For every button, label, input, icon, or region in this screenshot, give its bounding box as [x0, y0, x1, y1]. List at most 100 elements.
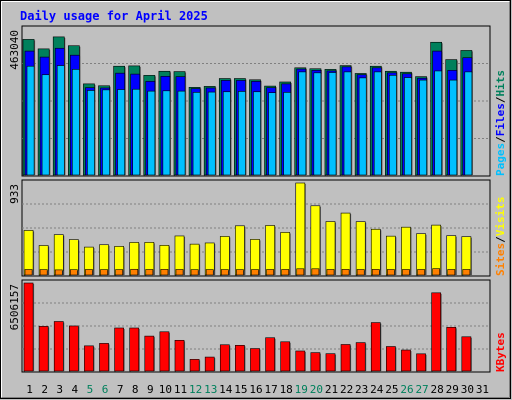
bar-sites-day-3	[54, 269, 63, 276]
bar-visits-day-11	[174, 235, 185, 276]
x-tick-label: 16	[249, 383, 262, 396]
legend-item-visits: Visits	[494, 197, 507, 237]
bar-pages-day-27	[419, 79, 427, 176]
bar-kbytes-day-12	[189, 359, 200, 372]
x-tick-label: 5	[87, 383, 94, 396]
bar-sites-day-8	[130, 268, 139, 276]
bar-visits-day-22	[340, 212, 351, 276]
panel-visits_sites: 933 Sites/Visits	[8, 179, 507, 277]
bar-kbytes-day-28	[431, 292, 442, 372]
bar-pages-day-26	[404, 77, 412, 176]
bar-pages-day-16	[253, 91, 261, 176]
bar-pages-day-21	[328, 72, 337, 176]
bar-pages-day-7	[117, 89, 125, 176]
bar-visits-day-26	[401, 226, 411, 276]
bar-kbytes-day-4	[68, 325, 79, 372]
bar-visits-day-21	[325, 221, 336, 276]
bar-visits-day-15	[235, 225, 245, 276]
legend-separator: /	[494, 236, 507, 243]
bar-kbytes-day-22	[340, 344, 351, 372]
y-max-label: 933	[8, 184, 21, 204]
bar-sites-day-27	[417, 269, 425, 276]
panel-kbytes: 6506157 KBytes	[8, 279, 507, 373]
bar-pages-day-25	[389, 75, 397, 176]
bar-kbytes-day-24	[370, 322, 381, 372]
bar-kbytes-day-1	[23, 282, 34, 372]
x-tick-label: 18	[280, 383, 293, 396]
bar-pages-day-5	[87, 90, 95, 176]
bar-kbytes-day-30	[461, 336, 472, 372]
legend-item-files: Files	[494, 103, 507, 136]
x-tick-label: 6	[102, 383, 109, 396]
x-tick-label: 22	[340, 383, 353, 396]
x-tick-label: 3	[56, 383, 63, 396]
x-tick-label: 8	[132, 383, 139, 396]
bar-kbytes-day-2	[38, 326, 49, 372]
bar-kbytes-day-7	[114, 327, 124, 372]
bar-sites-day-6	[100, 269, 108, 276]
bar-sites-day-7	[115, 269, 123, 276]
bar-sites-day-22	[341, 269, 350, 276]
bar-visits-day-23	[355, 221, 366, 276]
bar-kbytes-day-23	[355, 342, 366, 372]
bar-pages-day-15	[238, 91, 246, 176]
x-tick-label: 26	[400, 383, 413, 396]
x-tick-label: 23	[355, 383, 368, 396]
bar-kbytes-day-10	[159, 331, 170, 372]
bar-kbytes-day-20	[310, 352, 321, 372]
bar-sites-day-17	[266, 269, 274, 276]
bar-visits-day-24	[370, 228, 381, 276]
bar-sites-day-10	[160, 269, 169, 276]
bar-kbytes-day-21	[325, 353, 336, 372]
bar-kbytes-day-27	[416, 353, 426, 372]
bar-visits-day-1	[23, 230, 34, 276]
chart-title: Daily usage for April 2025	[20, 9, 208, 23]
bar-sites-day-16	[251, 269, 259, 276]
bar-sites-day-15	[236, 269, 244, 276]
legend-item-kbytes: KBytes	[494, 332, 507, 372]
x-tick-label: 25	[385, 383, 398, 396]
x-tick-label: 29	[446, 383, 459, 396]
bar-kbytes-day-26	[401, 349, 411, 372]
bar-pages-day-10	[162, 90, 171, 176]
x-tick-label: 13	[204, 383, 217, 396]
bar-sites-day-20	[311, 268, 320, 276]
bar-kbytes-day-16	[250, 348, 260, 372]
bar-pages-day-17	[268, 92, 276, 176]
x-tick-label: 14	[219, 383, 233, 396]
bar-pages-day-8	[132, 88, 141, 176]
bar-kbytes-day-6	[99, 343, 109, 372]
bar-sites-day-11	[175, 269, 184, 276]
legend-kbytes: KBytes	[494, 332, 507, 372]
bar-pages-day-24	[373, 71, 382, 176]
bar-pages-day-22	[343, 71, 352, 176]
x-tick-label: 10	[159, 383, 172, 396]
x-tick-label: 21	[325, 383, 338, 396]
bar-sites-day-28	[432, 268, 441, 276]
bar-sites-day-2	[39, 269, 48, 276]
bar-sites-day-23	[356, 269, 365, 276]
bar-pages-day-28	[434, 70, 443, 176]
bar-kbytes-day-13	[204, 356, 215, 372]
bar-visits-day-29	[446, 235, 457, 276]
bar-kbytes-day-19	[295, 350, 306, 372]
bar-sites-day-24	[371, 269, 380, 276]
bar-pages-day-13	[207, 91, 216, 176]
legend-separator: /	[494, 136, 507, 143]
x-tick-label: 4	[72, 383, 79, 396]
y-max-label: 6506157	[8, 284, 21, 330]
bar-kbytes-day-5	[84, 345, 94, 372]
bar-visits-day-17	[265, 225, 275, 276]
bar-sites-day-9	[145, 269, 154, 276]
bar-pages-day-4	[71, 69, 80, 176]
bar-pages-day-11	[177, 90, 186, 176]
bar-sites-day-14	[220, 269, 229, 276]
bar-kbytes-day-8	[129, 327, 140, 372]
bar-visits-day-3	[53, 234, 64, 276]
bar-kbytes-day-15	[235, 345, 245, 372]
bar-pages-day-3	[56, 65, 65, 176]
bar-visits-day-18	[280, 232, 291, 276]
x-axis-labels: 1 2 3 4 5 6 7 8 9 10 11 12 13 14 15 16 17 18 19 20 21 22 23 24 2…	[26, 383, 489, 396]
